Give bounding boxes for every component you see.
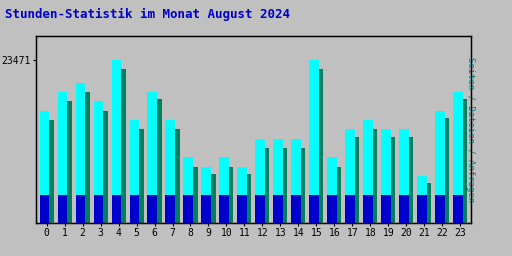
Bar [49, 120, 54, 256]
Bar [337, 167, 342, 256]
Bar [463, 99, 467, 256]
Bar [201, 167, 211, 256]
Bar [309, 195, 319, 223]
Bar [364, 195, 373, 223]
Bar [229, 167, 233, 256]
Bar [76, 195, 85, 223]
Bar [147, 195, 157, 223]
Bar [39, 195, 49, 223]
Bar [67, 101, 72, 256]
Bar [381, 129, 391, 256]
Bar [265, 148, 269, 256]
Bar [247, 174, 251, 256]
Bar [291, 139, 301, 256]
Y-axis label: Seiten / Dateien / Anfragen: Seiten / Dateien / Anfragen [466, 57, 475, 202]
Bar [183, 157, 193, 256]
Bar [94, 101, 103, 256]
Bar [291, 195, 301, 223]
Bar [345, 195, 355, 223]
Bar [435, 195, 445, 223]
Bar [112, 60, 121, 256]
Bar [183, 195, 193, 223]
Bar [201, 195, 211, 223]
Bar [309, 60, 319, 256]
Bar [327, 195, 337, 223]
Bar [453, 92, 463, 256]
Bar [355, 137, 359, 256]
Bar [409, 137, 413, 256]
Bar [220, 157, 229, 256]
Bar [445, 118, 450, 256]
Bar [238, 195, 247, 223]
Bar [391, 137, 395, 256]
Bar [57, 92, 67, 256]
Bar [426, 184, 431, 256]
Bar [255, 195, 265, 223]
Bar [193, 167, 198, 256]
Bar [57, 195, 67, 223]
Bar [76, 83, 85, 256]
Bar [139, 129, 143, 256]
Text: Stunden-Statistik im Monat August 2024: Stunden-Statistik im Monat August 2024 [5, 8, 290, 21]
Bar [364, 120, 373, 256]
Bar [345, 129, 355, 256]
Bar [283, 148, 287, 256]
Bar [301, 148, 306, 256]
Bar [85, 92, 90, 256]
Bar [39, 111, 49, 256]
Bar [327, 157, 337, 256]
Bar [175, 129, 180, 256]
Bar [399, 195, 409, 223]
Bar [220, 195, 229, 223]
Bar [255, 139, 265, 256]
Bar [211, 174, 216, 256]
Bar [165, 195, 175, 223]
Bar [130, 120, 139, 256]
Bar [121, 69, 125, 256]
Bar [399, 129, 409, 256]
Bar [373, 129, 377, 256]
Bar [435, 111, 445, 256]
Bar [381, 195, 391, 223]
Bar [103, 111, 108, 256]
Bar [130, 195, 139, 223]
Bar [273, 195, 283, 223]
Bar [112, 195, 121, 223]
Bar [273, 139, 283, 256]
Bar [94, 195, 103, 223]
Bar [147, 92, 157, 256]
Bar [453, 195, 463, 223]
Bar [157, 99, 162, 256]
Bar [165, 120, 175, 256]
Bar [417, 176, 426, 256]
Bar [417, 195, 426, 223]
Bar [238, 167, 247, 256]
Bar [319, 69, 324, 256]
